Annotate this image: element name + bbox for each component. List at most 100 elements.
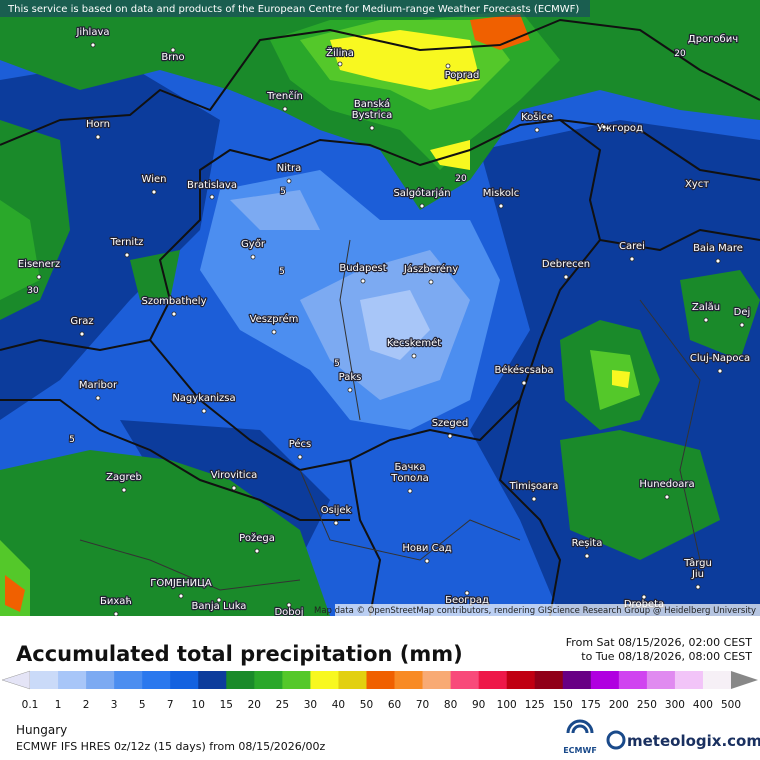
place-dot: [445, 63, 451, 69]
place-label: Doboj: [274, 607, 303, 618]
place-label: Győr: [241, 238, 266, 250]
colorbar-label: 125: [525, 699, 545, 711]
colorbar-label: 250: [637, 699, 657, 711]
place-label: Jihlava: [75, 27, 109, 38]
colorbar-box: [618, 671, 648, 689]
colorbar-label: 40: [332, 699, 345, 711]
place-label: Nitra: [277, 163, 301, 174]
place-dot: [369, 125, 375, 131]
header-text: This service is based on data and produc…: [7, 4, 579, 15]
colorbar-box: [254, 671, 283, 689]
place-dot: [584, 553, 590, 559]
place-label: Wien: [142, 174, 167, 185]
contour-label: 5: [280, 187, 286, 197]
place-dot: [715, 258, 721, 264]
place-dot: [178, 593, 184, 599]
place-dot: [739, 322, 745, 328]
place-label: Banja Luka: [192, 601, 247, 612]
colorbar-box: [534, 671, 564, 689]
place-label: Békéscsaba: [494, 364, 553, 376]
map: Jihlava Brno Žilina Poprad Дрогобич Trenčín Ba…: [0, 0, 760, 618]
place-dot: [297, 454, 303, 460]
place-label: Нови Сад: [402, 543, 451, 554]
place-label: Banská: [354, 98, 390, 110]
place-label: Baia Mare: [693, 243, 743, 254]
place-label: Београд: [445, 595, 489, 606]
place-label: Хуст: [685, 179, 709, 190]
place-dot: [601, 124, 607, 130]
attribution-band: [335, 604, 760, 616]
place-dot: [170, 47, 176, 53]
colorbar-label: 175: [581, 699, 601, 711]
place-dot: [428, 279, 434, 285]
meteologix-logo: meteologix.com: [606, 730, 760, 750]
place-label: Kecskemét: [387, 337, 441, 349]
place-dot: [411, 353, 417, 359]
place-label: Timișoara: [509, 481, 559, 492]
colorbar-box: [422, 671, 451, 689]
place-dot: [286, 602, 292, 608]
place-dot: [531, 496, 537, 502]
colorbar-label: 80: [444, 699, 457, 711]
place-label: Бачка: [394, 462, 425, 473]
colorbar-label: 50: [360, 699, 373, 711]
contour-label: 20: [674, 49, 686, 59]
colorbar-label: 10: [192, 699, 205, 711]
place-dot: [464, 590, 470, 596]
colorbar-label: 25: [276, 699, 289, 711]
place-dot: [641, 594, 647, 600]
place-dot: [695, 584, 701, 590]
colorbar-label: 100: [497, 699, 517, 711]
contour-label: 5: [334, 359, 340, 369]
colorbar-box: [86, 671, 115, 689]
place-label: Eisenerz: [18, 259, 60, 270]
colorbar-box: [478, 671, 507, 689]
place-dot: [216, 597, 222, 603]
place-label: Dej: [734, 307, 751, 318]
place-label: Horn: [86, 119, 110, 130]
colorbar-label: 60: [388, 699, 401, 711]
colorbar-box: [702, 671, 732, 689]
place-label: Debrecen: [542, 259, 590, 270]
place-label: Osijek: [321, 505, 352, 516]
place-dot: [407, 488, 413, 494]
place-label: Pécs: [289, 438, 312, 450]
model-info: ECMWF IFS HRES 0z/12z (15 days) from 08/…: [16, 740, 326, 753]
place-dot: [664, 494, 670, 500]
colorbar-label: 70: [416, 699, 429, 711]
place-label: Дрогобич: [688, 34, 738, 45]
colorbar-label: 7: [167, 699, 174, 711]
colorbar-box: [310, 671, 339, 689]
place-label: Nagykanizsa: [172, 393, 235, 404]
place-dot: [286, 178, 292, 184]
contour-label: 20: [455, 174, 467, 184]
place-dot: [201, 408, 207, 414]
region: Hungary: [16, 723, 67, 737]
place-dot: [282, 106, 288, 112]
contour-label: 5: [69, 435, 75, 445]
place-label: Бихаћ: [100, 595, 132, 607]
place-label: Jiu: [691, 569, 704, 580]
place-dot: [95, 134, 101, 140]
place-dot: [151, 189, 157, 195]
place-dot: [95, 395, 101, 401]
colorbar-arrow-low: [1, 670, 31, 690]
place-label: Bystrica: [352, 110, 392, 121]
colorbar-label: 3: [111, 699, 118, 711]
place-label: Топола: [390, 473, 428, 484]
colorbar-label: 30: [304, 699, 317, 711]
place-dot: [498, 203, 504, 209]
place-label: Virovitica: [211, 470, 257, 481]
colorbar-box: [674, 671, 704, 689]
colorbar-label: 15: [220, 699, 233, 711]
place-dot: [333, 520, 339, 526]
place-dot: [337, 61, 343, 67]
colorbar-box: [506, 671, 536, 689]
colorbar-box: [394, 671, 423, 689]
place-dot: [347, 387, 353, 393]
colorbar-box: [646, 671, 676, 689]
place-dot: [113, 611, 119, 616]
place-label: Graz: [70, 316, 93, 327]
place-label: Zagreb: [106, 472, 142, 483]
period-from: From Sat 08/15/2026, 02:00 CEST: [566, 636, 752, 649]
